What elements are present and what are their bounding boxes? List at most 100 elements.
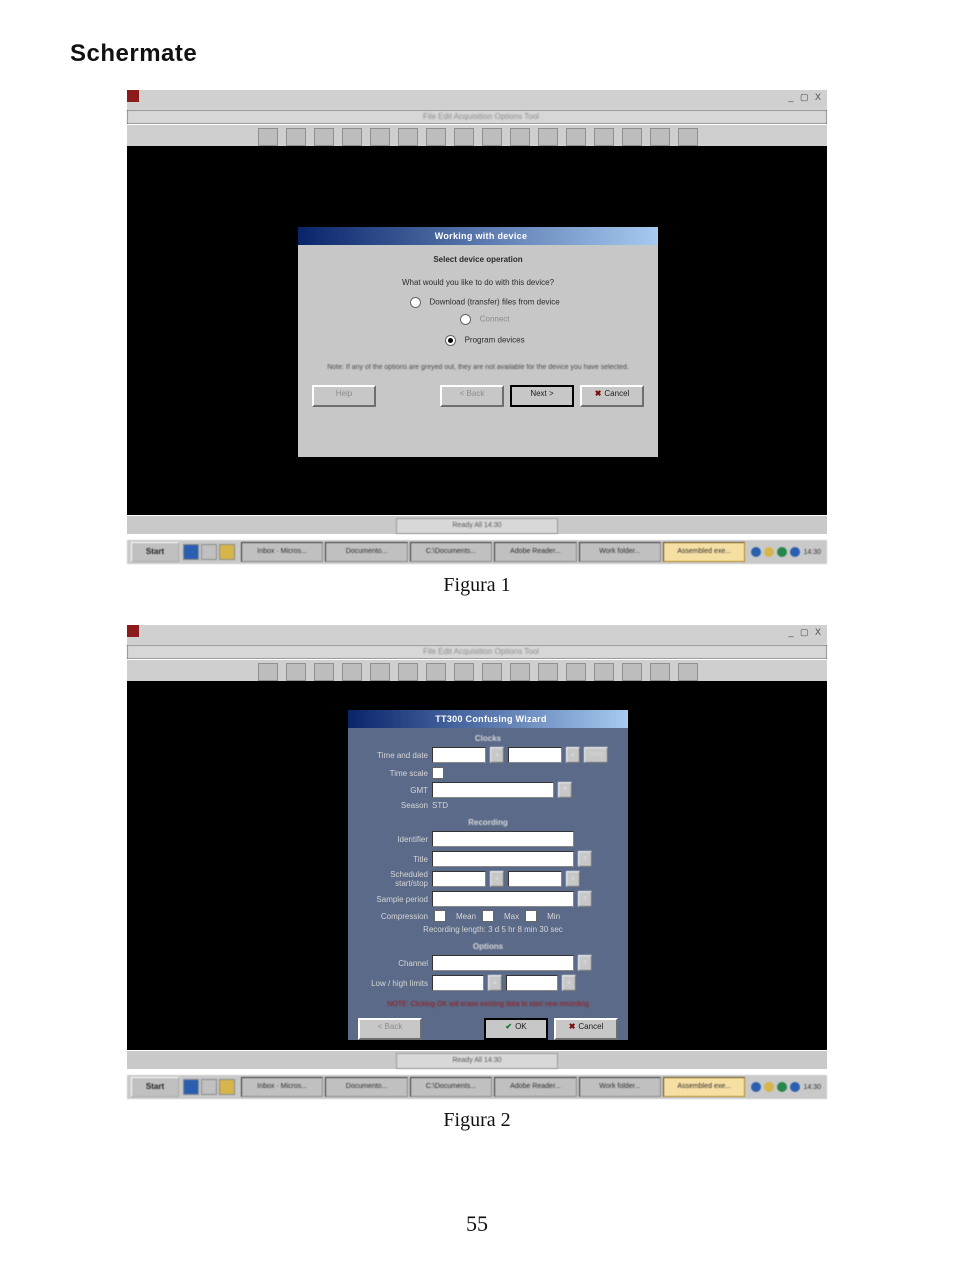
windows-taskbar[interactable]: Start Inbox · Micros... Documento... C:\… — [127, 539, 827, 564]
taskbar-task[interactable]: Inbox · Micros... — [241, 542, 323, 562]
taskbar-tasks[interactable]: Inbox · Micros... Documento... C:\Docume… — [241, 1077, 745, 1097]
tray-icon[interactable] — [790, 547, 800, 557]
quick-launch-icon[interactable] — [183, 544, 199, 560]
toolbar-button[interactable] — [510, 128, 530, 146]
taskbar-task-active[interactable]: Assembled exe... — [663, 542, 745, 562]
tray-icon[interactable] — [790, 1082, 800, 1092]
window-controls[interactable]: _ ▢ X — [788, 92, 823, 103]
taskbar-task[interactable]: Documento... — [325, 542, 407, 562]
quick-launch-icon[interactable] — [201, 1079, 217, 1095]
time-field[interactable] — [508, 747, 562, 763]
taskbar-task[interactable]: Documento... — [325, 1077, 407, 1097]
radio-program-row[interactable]: Program devices — [326, 335, 644, 346]
quick-launch-icon[interactable] — [219, 1079, 235, 1095]
toolbar[interactable] — [127, 659, 827, 683]
tray-icon[interactable] — [764, 1082, 774, 1092]
taskbar-task[interactable]: Work folder... — [579, 542, 661, 562]
sample-field[interactable] — [432, 891, 574, 907]
quick-launch-icon[interactable] — [219, 544, 235, 560]
taskbar-task[interactable]: C:\Documents... — [410, 542, 492, 562]
toolbar-button[interactable] — [454, 663, 474, 681]
back-button[interactable]: < Back — [440, 385, 504, 407]
menubar[interactable]: File Edit Acquisition Options Tool — [127, 110, 827, 124]
back-button[interactable]: < Back — [358, 1018, 422, 1040]
date-stepper[interactable]: ▲ — [490, 747, 504, 763]
toolbar-button[interactable] — [314, 663, 334, 681]
time-scale-checkbox[interactable] — [432, 767, 444, 779]
toolbar-button[interactable] — [678, 128, 698, 146]
toolbar-button[interactable] — [426, 663, 446, 681]
dialog-titlebar[interactable]: TT300 Confusing Wizard — [348, 710, 628, 728]
toolbar[interactable] — [127, 124, 827, 148]
menubar[interactable]: File Edit Acquisition Options Tool — [127, 645, 827, 659]
toolbar-button[interactable] — [566, 128, 586, 146]
identifier-field[interactable] — [432, 831, 574, 847]
tray-icon[interactable] — [751, 1082, 761, 1092]
start-button[interactable]: Start — [131, 1077, 179, 1097]
toolbar-button[interactable] — [538, 128, 558, 146]
schedule-time-field[interactable] — [508, 871, 562, 887]
taskbar-task[interactable]: C:\Documents... — [410, 1077, 492, 1097]
title-dropdown-icon[interactable]: ▼ — [578, 851, 592, 867]
toolbar-button[interactable] — [650, 663, 670, 681]
tray-icon[interactable] — [764, 547, 774, 557]
schedule-date-stepper[interactable]: ▲ — [490, 871, 504, 887]
ok-button[interactable]: ✔OK — [484, 1018, 548, 1040]
dialog-titlebar[interactable]: Working with device — [298, 227, 658, 245]
toolbar-button[interactable] — [482, 128, 502, 146]
cancel-button[interactable]: ✖Cancel — [580, 385, 644, 407]
window-controls[interactable]: _ ▢ X — [788, 627, 823, 638]
help-button[interactable]: Help — [312, 385, 376, 407]
taskbar-task-active[interactable]: Assembled exe... — [663, 1077, 745, 1097]
cancel-button[interactable]: ✖Cancel — [554, 1018, 618, 1040]
system-tray[interactable]: 14:30 — [745, 1082, 827, 1092]
taskbar-task[interactable]: Adobe Reader... — [494, 542, 576, 562]
toolbar-button[interactable] — [258, 663, 278, 681]
compress-chk-2[interactable] — [482, 910, 494, 922]
toolbar-button[interactable] — [566, 663, 586, 681]
start-button[interactable]: Start — [131, 542, 179, 562]
quick-launch[interactable] — [183, 1079, 235, 1095]
windows-taskbar[interactable]: Start Inbox · Micros... Documento... C:\… — [127, 1074, 827, 1099]
toolbar-button[interactable] — [538, 663, 558, 681]
radio-download[interactable] — [410, 297, 421, 308]
toolbar-button[interactable] — [398, 663, 418, 681]
toolbar-button[interactable] — [678, 663, 698, 681]
toolbar-button[interactable] — [314, 128, 334, 146]
toolbar-button[interactable] — [510, 663, 530, 681]
quick-launch-icon[interactable] — [201, 544, 217, 560]
tray-icon[interactable] — [777, 1082, 787, 1092]
channel-dropdown-icon[interactable]: ▼ — [578, 955, 592, 971]
now-button[interactable]: Now — [584, 747, 608, 763]
schedule-date-field[interactable] — [432, 871, 486, 887]
time-stepper[interactable]: ▲ — [566, 747, 580, 763]
toolbar-button[interactable] — [622, 663, 642, 681]
toolbar-button[interactable] — [342, 663, 362, 681]
toolbar-button[interactable] — [286, 128, 306, 146]
gmt-dropdown-icon[interactable]: ▼ — [558, 782, 572, 798]
radio-program[interactable] — [445, 335, 456, 346]
schedule-time-stepper[interactable]: ▲ — [566, 871, 580, 887]
tray-icon[interactable] — [751, 547, 761, 557]
date-field[interactable] — [432, 747, 486, 763]
title-field[interactable] — [432, 851, 574, 867]
low-limit-field[interactable] — [432, 975, 484, 991]
toolbar-button[interactable] — [286, 663, 306, 681]
toolbar-button[interactable] — [370, 663, 390, 681]
toolbar-button[interactable] — [454, 128, 474, 146]
toolbar-button[interactable] — [594, 128, 614, 146]
radio-download-row[interactable]: Download (transfer) files from device — [326, 297, 644, 308]
toolbar-button[interactable] — [482, 663, 502, 681]
toolbar-button[interactable] — [594, 663, 614, 681]
compress-chk-1[interactable] — [434, 910, 446, 922]
toolbar-button[interactable] — [650, 128, 670, 146]
system-tray[interactable]: 14:30 — [745, 547, 827, 557]
sample-dropdown-icon[interactable]: ▼ — [578, 891, 592, 907]
toolbar-button[interactable] — [622, 128, 642, 146]
quick-launch-icon[interactable] — [183, 1079, 199, 1095]
toolbar-button[interactable] — [258, 128, 278, 146]
taskbar-tasks[interactable]: Inbox · Micros... Documento... C:\Docume… — [241, 542, 745, 562]
compress-chk-3[interactable] — [525, 910, 537, 922]
taskbar-task[interactable]: Adobe Reader... — [494, 1077, 576, 1097]
channel-field[interactable] — [432, 955, 574, 971]
